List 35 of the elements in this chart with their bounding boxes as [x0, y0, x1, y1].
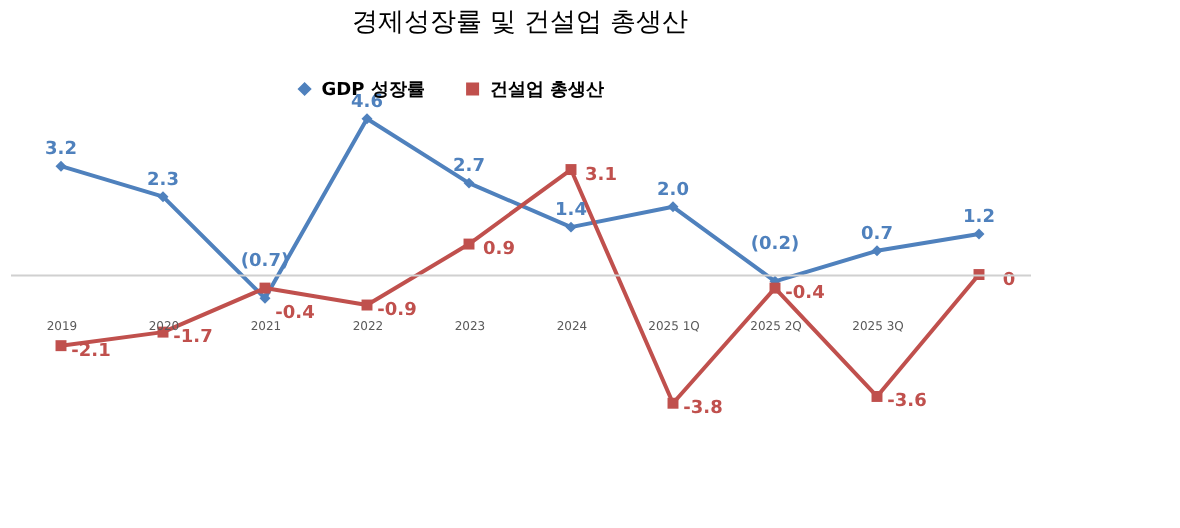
- point: [157, 191, 169, 203]
- data-label: -1.7: [173, 328, 213, 349]
- data-label: 2.3: [147, 170, 179, 191]
- chart-title: 경제성장률 및 건설업 총생산: [351, 8, 689, 38]
- point: [259, 292, 271, 304]
- point: [361, 299, 373, 311]
- point: [55, 160, 67, 172]
- data-label: -3.6: [887, 392, 927, 413]
- data-label: -0.9: [377, 301, 417, 322]
- data-label: 3.2: [45, 140, 77, 161]
- legend-label: 건설업 총생산: [489, 81, 604, 101]
- data-label: 2.7: [453, 157, 485, 178]
- point: [667, 201, 679, 213]
- point: [667, 397, 679, 409]
- data-label: 0.7: [861, 224, 893, 245]
- point: [565, 221, 577, 233]
- point: [361, 113, 373, 125]
- data-label: 1.4: [555, 201, 587, 222]
- data-label: (0.2): [750, 235, 800, 256]
- point: [871, 245, 883, 257]
- point: [55, 340, 67, 352]
- point: [463, 177, 475, 189]
- data-label: 1.2: [963, 207, 995, 228]
- point: [463, 238, 475, 250]
- point: [769, 282, 781, 294]
- point: [565, 164, 577, 176]
- data-label: 2.0: [657, 180, 689, 201]
- data-label: 3.1: [585, 165, 617, 186]
- data-label: -0.4: [275, 304, 315, 325]
- point: [871, 390, 883, 402]
- point: [259, 282, 271, 294]
- data-label: -3.8: [683, 399, 723, 420]
- point: [973, 228, 985, 240]
- data-label: 0.9: [483, 240, 515, 261]
- data-label: -0.4: [785, 284, 825, 305]
